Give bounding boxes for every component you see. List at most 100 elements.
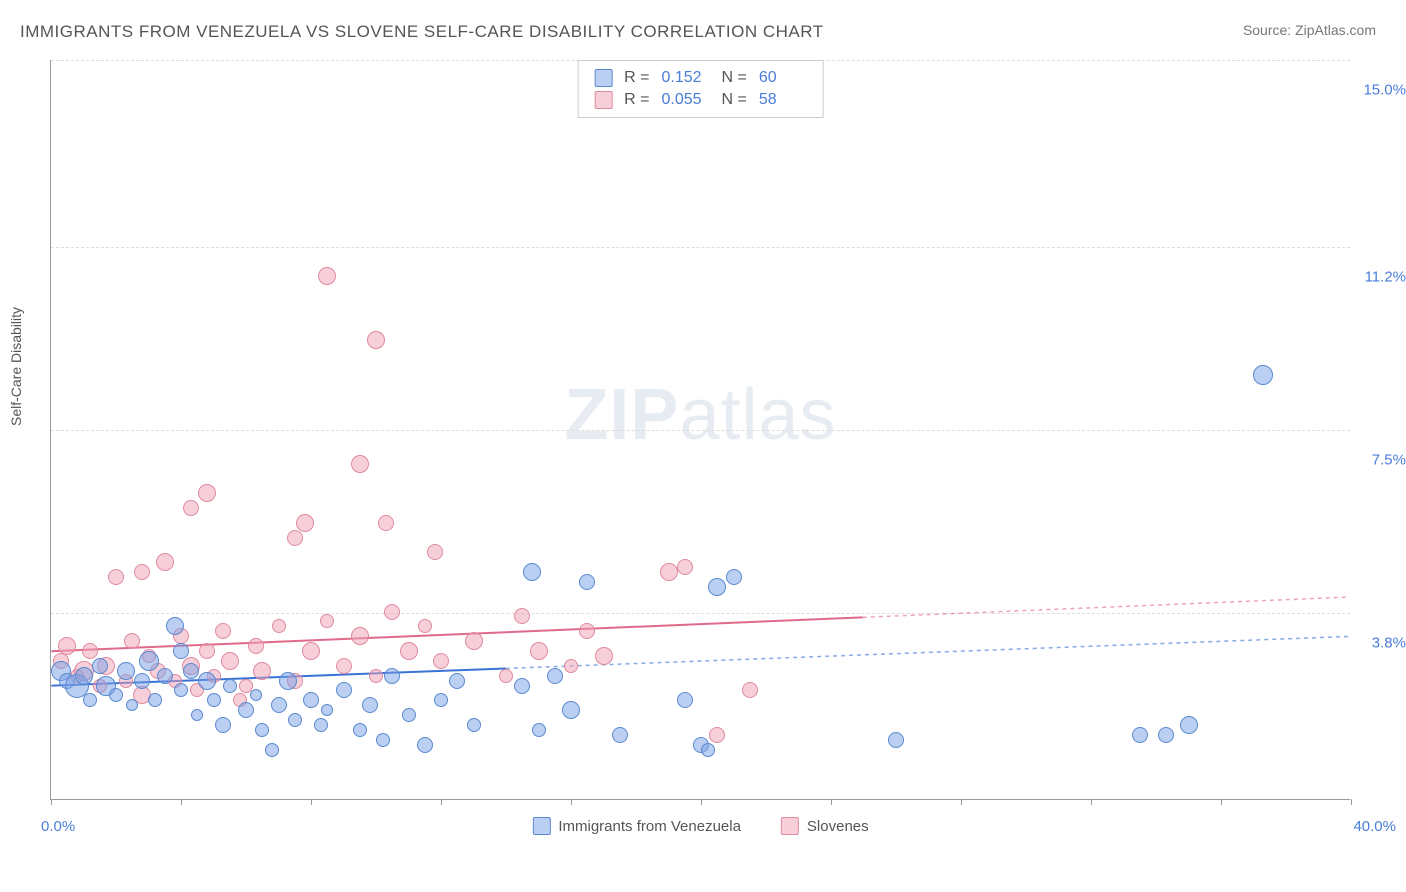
data-point xyxy=(253,662,271,680)
data-point xyxy=(378,515,394,531)
data-point xyxy=(701,743,715,757)
legend-item-blue: Immigrants from Venezuela xyxy=(532,817,741,835)
data-point xyxy=(417,737,433,753)
data-point xyxy=(402,708,416,722)
data-point xyxy=(287,530,303,546)
data-point xyxy=(117,662,135,680)
blue-swatch-icon xyxy=(594,69,612,87)
data-point xyxy=(198,484,216,502)
data-point xyxy=(139,651,159,671)
data-point xyxy=(400,642,418,660)
data-point xyxy=(321,704,333,716)
data-point xyxy=(595,647,613,665)
data-point xyxy=(109,688,123,702)
data-point xyxy=(248,638,264,654)
data-point xyxy=(223,679,237,693)
data-point xyxy=(579,574,595,590)
gridline xyxy=(51,613,1350,614)
data-point xyxy=(465,632,483,650)
data-point xyxy=(75,667,93,685)
data-point xyxy=(499,669,513,683)
source-label: Source: xyxy=(1243,22,1295,38)
data-point xyxy=(362,697,378,713)
y-axis-label: Self-Care Disability xyxy=(8,307,24,426)
source-attribution: Source: ZipAtlas.com xyxy=(1243,22,1376,38)
watermark: ZIPatlas xyxy=(564,374,836,456)
data-point xyxy=(255,723,269,737)
y-tick-label: 3.8% xyxy=(1356,634,1406,651)
pink-swatch-icon xyxy=(594,91,612,109)
data-point xyxy=(467,718,481,732)
data-point xyxy=(1132,727,1148,743)
stats-row-pink: R = 0.055 N = 58 xyxy=(594,89,807,111)
data-point xyxy=(215,623,231,639)
data-point xyxy=(108,569,124,585)
data-point xyxy=(449,673,465,689)
data-point xyxy=(320,614,334,628)
data-point xyxy=(1158,727,1174,743)
data-point xyxy=(427,544,443,560)
x-tick xyxy=(961,799,962,805)
x-tick xyxy=(181,799,182,805)
data-point xyxy=(367,331,385,349)
gridline xyxy=(51,430,1350,431)
data-point xyxy=(134,564,150,580)
stats-row-blue: R = 0.152 N = 60 xyxy=(594,67,807,89)
chart-area: ZIPatlas 3.8%7.5%11.2%15.0% 0.0% 40.0% R… xyxy=(50,60,1350,800)
data-point xyxy=(124,633,140,649)
data-point xyxy=(82,643,98,659)
data-point xyxy=(207,693,221,707)
data-point xyxy=(369,669,383,683)
data-point xyxy=(303,692,319,708)
legend-item-pink: Slovenes xyxy=(781,817,869,835)
data-point xyxy=(351,455,369,473)
x-tick xyxy=(311,799,312,805)
data-point xyxy=(434,693,448,707)
data-point xyxy=(708,578,726,596)
data-point xyxy=(92,658,108,674)
data-point xyxy=(250,689,262,701)
data-point xyxy=(336,658,352,674)
x-tick xyxy=(571,799,572,805)
x-tick xyxy=(701,799,702,805)
data-point xyxy=(532,723,546,737)
data-point xyxy=(126,699,138,711)
y-tick-label: 7.5% xyxy=(1356,452,1406,469)
data-point xyxy=(318,267,336,285)
data-point xyxy=(677,692,693,708)
data-point xyxy=(215,717,231,733)
x-tick xyxy=(831,799,832,805)
x-axis-min-label: 0.0% xyxy=(41,818,75,835)
data-point xyxy=(530,642,548,660)
data-point xyxy=(58,637,76,655)
data-point xyxy=(221,652,239,670)
data-point xyxy=(514,608,530,624)
data-point xyxy=(199,643,215,659)
data-point xyxy=(564,659,578,673)
data-point xyxy=(433,653,449,669)
data-point xyxy=(677,559,693,575)
data-point xyxy=(709,727,725,743)
data-point xyxy=(353,723,367,737)
data-point xyxy=(384,668,400,684)
data-point xyxy=(265,743,279,757)
data-point xyxy=(134,673,150,689)
data-point xyxy=(296,514,314,532)
data-point xyxy=(562,701,580,719)
pink-swatch-icon xyxy=(781,817,799,835)
data-point xyxy=(191,709,203,721)
data-point xyxy=(183,500,199,516)
data-point xyxy=(514,678,530,694)
chart-title: IMMIGRANTS FROM VENEZUELA VS SLOVENE SEL… xyxy=(20,22,824,42)
data-point xyxy=(1180,716,1198,734)
data-point xyxy=(418,619,432,633)
data-point xyxy=(279,672,297,690)
y-tick-label: 15.0% xyxy=(1356,82,1406,99)
source-link[interactable]: ZipAtlas.com xyxy=(1295,22,1376,38)
bottom-legend: Immigrants from Venezuela Slovenes xyxy=(532,817,868,835)
data-point xyxy=(579,623,595,639)
x-tick xyxy=(1351,799,1352,805)
data-point xyxy=(351,627,369,645)
data-point xyxy=(174,683,188,697)
data-point xyxy=(238,702,254,718)
